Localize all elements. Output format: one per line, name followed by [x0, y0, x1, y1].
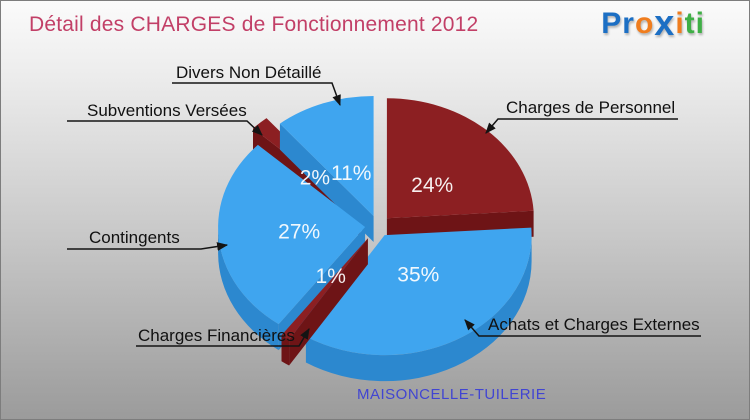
logo-letter: i [675, 7, 685, 40]
label-connectors [67, 82, 701, 347]
label-divers-non-detaille: Divers Non Détaillé [176, 63, 322, 82]
connector-divers-arrow [172, 82, 341, 107]
connector-financieres-arrow [136, 328, 310, 347]
pie-slice-1-rim [305, 235, 532, 382]
logo-letter: P [601, 7, 623, 40]
pie-slice-2-top [281, 238, 368, 340]
label-charges-financieres: Charges Financières [138, 326, 295, 345]
pie-slice-2-rim [281, 335, 290, 366]
proxiti-logo: Proxiti [601, 2, 705, 43]
municipality-name: MAISONCELLE-TUILERIE [357, 386, 547, 403]
connector-contingents-arrow [67, 242, 229, 251]
pie-slice-1-pct-label: 35% [397, 263, 439, 286]
logo-letter: i [695, 7, 705, 40]
pie-slice-3-rim [218, 227, 279, 351]
logo-letter: o [634, 7, 655, 40]
connector-achats-arrow [464, 319, 701, 337]
label-charges-de-personnel: Charges de Personnel [506, 98, 676, 117]
pie-slice-0-top [386, 98, 534, 219]
label-subventions-versees: Subventions Versées [87, 101, 247, 120]
pie-slice-0-pct-label: 24% [411, 174, 453, 197]
label-achats-charges-externes: Achats et Charges Externes [488, 315, 700, 334]
pie-slice-5-top [279, 96, 374, 216]
connector-personnel-arrow [485, 118, 678, 134]
chart-title: Détail des CHARGES de Fonctionnement 201… [29, 13, 479, 36]
pie-slice-1-top [305, 227, 532, 356]
label-contingents: Contingents [89, 228, 180, 247]
pie-slice-2-pct-label: 1% [316, 265, 346, 288]
logo-letter: t [684, 7, 696, 40]
pie-slice-5-pct-label: 11% [331, 162, 371, 185]
pie-slice-5-cut [279, 123, 374, 242]
logo-letter: x [654, 2, 676, 43]
pie-slice-3-top [218, 144, 366, 325]
pie-slice-4-pct-label: 2% [300, 166, 330, 189]
logo-letter: r [622, 7, 635, 40]
connector-subventions-arrow [67, 120, 263, 136]
pie-slice-3-pct-label: 27% [278, 220, 320, 243]
